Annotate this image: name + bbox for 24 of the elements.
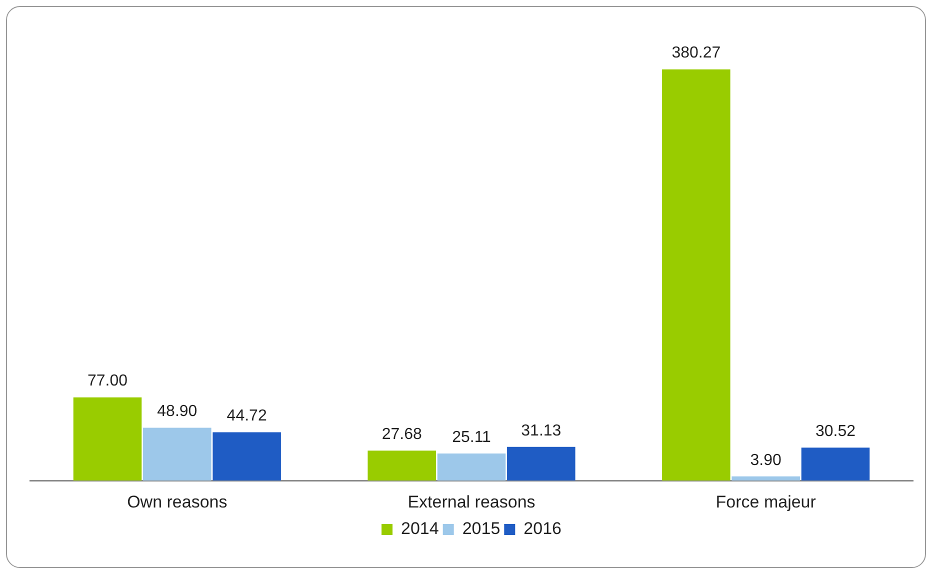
data-label: 77.00	[87, 372, 128, 390]
bar	[73, 397, 142, 481]
x-tick-label: External reasons	[408, 492, 536, 512]
data-label: 25.11	[452, 428, 492, 446]
data-label: 31.13	[521, 422, 562, 440]
bar	[662, 69, 730, 481]
x-tick-label: Force majeur	[716, 492, 816, 512]
data-label: 44.72	[226, 408, 267, 425]
data-label: 48.90	[157, 403, 198, 420]
bar	[801, 448, 870, 481]
x-tick-label: Own reasons	[127, 492, 228, 512]
data-label: 3.90	[750, 452, 782, 469]
legend-label: 2014	[401, 519, 439, 538]
bar	[507, 446, 576, 481]
bar	[143, 428, 212, 481]
data-label: 27.68	[382, 426, 422, 444]
data-label: 30.52	[815, 423, 856, 440]
bar	[212, 432, 281, 481]
legend-label: 2015	[462, 519, 500, 538]
bar	[437, 453, 506, 481]
bar	[368, 450, 436, 481]
bar	[732, 476, 800, 481]
legend-label: 2016	[524, 519, 562, 538]
data-label: 380.27	[672, 44, 721, 62]
